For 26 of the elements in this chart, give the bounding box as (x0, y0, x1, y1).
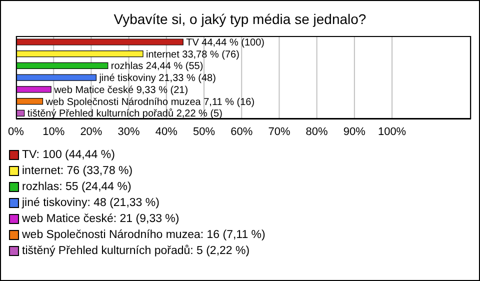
x-tick-label: 90% (343, 126, 366, 138)
x-tick-label: 60% (230, 126, 253, 138)
data-label: TV 44,44 % (100) (186, 38, 264, 48)
x-tick-label: 50% (193, 126, 216, 138)
x-tick-label: 20% (80, 126, 102, 138)
text: rozhlas: 55 (24,44 %) (22, 180, 132, 195)
x-tick-label: 0% (8, 126, 24, 138)
text: internet: 76 (33,78 %) (22, 164, 133, 179)
x-tick-label: 40% (155, 126, 178, 138)
text: TV: 100 (44,44 %) (22, 148, 115, 163)
chart-title: Vybavíte si, o jaký typ média se jednalo? (112, 11, 368, 27)
data-label: tištěný Přehled kulturních pořadů 2,22 % (5) (27, 108, 222, 120)
data-label: rozhlas 24,44 % (55) (110, 61, 204, 72)
text: tištěný Přehled kulturních pořadů: 5 (2,22 %) (22, 244, 250, 259)
data-label: web Matice české 9,33 % (21) (53, 84, 188, 96)
data-label: web Společnosti Národního muzea 7,11 % (16) (44, 96, 255, 108)
x-tick-label: 100% (378, 126, 406, 138)
x-tick-label: 10% (42, 126, 65, 138)
text: web Matice české: 21 (9,33 %) (22, 212, 180, 227)
x-tick-label: 70% (268, 126, 290, 138)
data-label: jiné tiskoviny 21,33 % (48) (98, 73, 216, 84)
text: jiné tiskoviny: 48 (21,33 %) (22, 196, 160, 211)
x-tick-label: 30% (118, 126, 140, 138)
x-tick-label: 80% (306, 126, 328, 138)
text: web Společnosti Národního muzea: 16 (7,11 %) (22, 228, 266, 243)
data-label: internet 33,78 % (76) (146, 49, 240, 60)
